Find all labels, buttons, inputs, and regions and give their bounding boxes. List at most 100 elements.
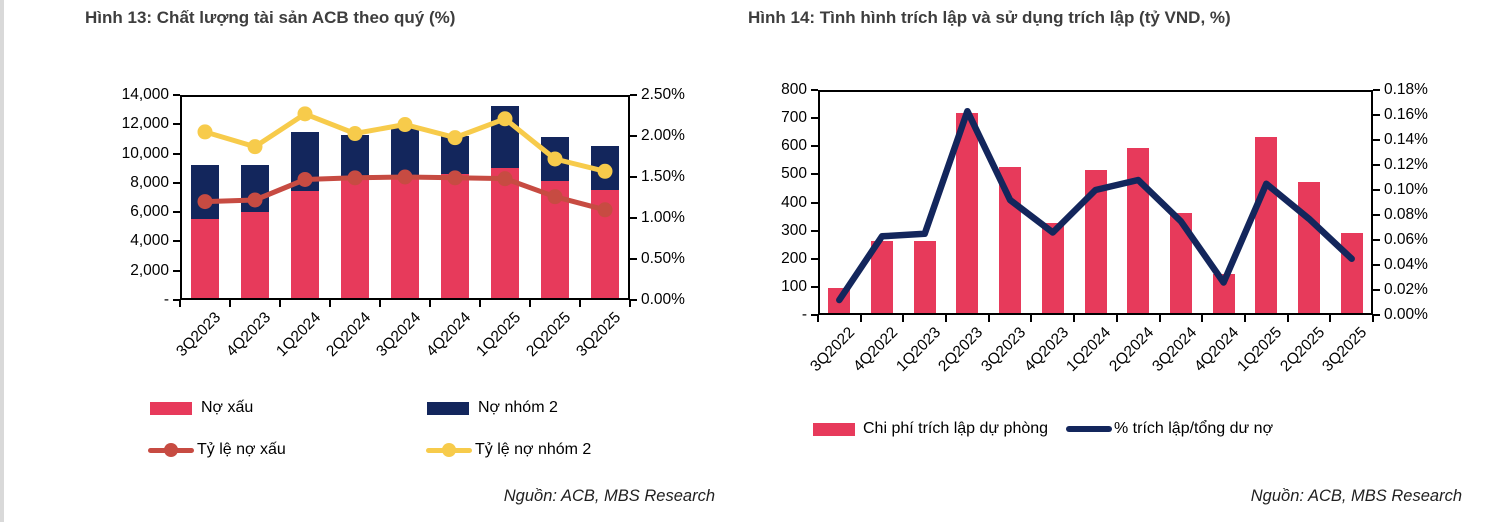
- chart-13-right-axis-label: 2.00%: [641, 127, 685, 144]
- chart-13-right-tick: [630, 217, 637, 219]
- chart-13-left-axis-label: 2,000: [130, 261, 169, 279]
- chart-14-bar-4Q2022: [871, 241, 894, 313]
- chart-13-marker: [297, 106, 313, 122]
- chart-13-marker: [547, 189, 563, 205]
- chart-13-right-tick: [630, 258, 637, 260]
- chart-14-left-axis-label: -: [801, 306, 807, 323]
- chart-13-bar-1Q2024: [291, 191, 319, 298]
- chart-14-right-axis-label: 0.18%: [1384, 81, 1428, 98]
- chart-14-right-axis-label: 0.00%: [1384, 306, 1428, 323]
- legend-item-ty-le-no-xau: Tỷ lệ nợ xấu: [148, 441, 286, 459]
- chart-13-marker: [197, 194, 213, 210]
- chart-14-right-tick: [1373, 139, 1380, 141]
- chi-phi-swatch: [813, 422, 855, 436]
- chart-13-x-tick: [429, 300, 431, 307]
- chart-14-plot-area: [818, 90, 1373, 315]
- legend-label: Chi phí trích lập dự phòng: [863, 420, 1049, 437]
- pct-trich-lap-line-swatch: [1066, 426, 1112, 432]
- chart-14-left-axis-label: 100: [781, 277, 807, 295]
- chart-14-right-axis-label: 0.02%: [1384, 281, 1428, 298]
- legend-label: % trích lập/tổng dư nợ: [1114, 420, 1274, 437]
- chart-13-x-label: 3Q2023: [172, 309, 225, 361]
- chart-14-left-tick: [811, 314, 818, 316]
- chart-13-marker: [247, 192, 263, 208]
- chart-14-left-tick: [811, 257, 818, 260]
- chart-13-title: Hình 13: Chất lượng tài sản ACB theo quý…: [85, 8, 456, 27]
- legend-label: Tỷ lệ nợ nhóm 2: [475, 441, 592, 458]
- chart-14-bar-2Q2023: [956, 113, 979, 313]
- chart-14-x-label: 1Q2023: [892, 324, 944, 376]
- chart-14-bar-4Q2023: [1041, 223, 1064, 313]
- chart-14-bar-4Q2024: [1212, 273, 1235, 313]
- page-left-border: [0, 0, 4, 522]
- chart-13-marker: [347, 126, 363, 142]
- chart-13-plot-area: [180, 95, 630, 300]
- chart-13-x-tick: [379, 300, 381, 307]
- chart-14-x-tick: [1201, 315, 1204, 322]
- chart-14-line-% trích lập/tổng dư nợ: [836, 107, 1355, 304]
- chart-13-bar-3Q2024: [391, 175, 419, 298]
- chart-14-x-tick: [945, 315, 948, 322]
- chart-14-title: Hình 14: Tình hình trích lập và sử dụng …: [748, 8, 1231, 27]
- chart-14-x-tick: [1158, 315, 1161, 322]
- chart-13-marker: [597, 202, 613, 218]
- chart-14-x-tick: [817, 315, 819, 322]
- chart-14-x-tick: [1115, 315, 1118, 322]
- chart-13-bar-2Q2024: [341, 178, 369, 298]
- chart-13-marker: [497, 111, 513, 127]
- chart-13-left-tick: [173, 152, 180, 155]
- chart-14-left-axis-label: 500: [781, 165, 807, 183]
- chart-14-left-axis-label: 600: [781, 137, 807, 155]
- chart-13-left-tick: [173, 211, 180, 214]
- chart-13-marker: [497, 171, 513, 187]
- chart-13-right-tick: [630, 135, 637, 137]
- chart-14-x-label: 2Q2024: [1106, 324, 1158, 376]
- chart-14-x-tick: [1073, 315, 1076, 322]
- chart-13-x-label: 1Q2025: [472, 309, 525, 361]
- chart-13-x-label: 1Q2024: [272, 309, 325, 361]
- chart-14-right-tick: [1373, 164, 1380, 166]
- chart-13-right-tick: [630, 94, 637, 96]
- chart-14-x-label: 3Q2023: [978, 324, 1030, 376]
- chart-14-bar-3Q2024: [1169, 213, 1192, 313]
- chart-13-left-axis-label: 14,000: [121, 86, 169, 103]
- chart-14-x-label: 4Q2024: [1191, 324, 1243, 376]
- chart-13-left-axis-label: 6,000: [130, 203, 169, 221]
- legend-item-pct-trich-lap: % trích lập/tổng dư nợ: [1066, 420, 1273, 438]
- chart-13-marker: [297, 171, 313, 187]
- chart-14-x-label: 2Q2023: [935, 324, 987, 376]
- chart-14-x-tick: [859, 315, 862, 322]
- no-nhom-2-swatch: [427, 401, 469, 415]
- chart-14-x-tick: [1372, 315, 1374, 322]
- chart-14-left-tick: [811, 145, 818, 148]
- chart-13-x-tick: [179, 300, 181, 307]
- chart-14-x-label: 2Q2025: [1276, 324, 1328, 376]
- chart-14-line-layer: [836, 107, 1355, 304]
- chart-14-right-axis-label: 0.16%: [1384, 106, 1428, 123]
- chart-13-x-tick: [329, 300, 331, 307]
- chart-13-right-axis-label: 1.00%: [641, 209, 685, 226]
- chart-13-left-axis-label: 8,000: [130, 173, 169, 191]
- chart-13-marker: [197, 124, 213, 140]
- chart-14-left-axis-label: 800: [781, 81, 807, 98]
- chart-13-bar-3Q2023: [191, 165, 219, 219]
- chart-13-marker: [347, 170, 363, 186]
- chart-13-right-axis-label: 1.50%: [641, 168, 685, 185]
- chart-14-left-tick: [811, 201, 818, 204]
- chart-14-x-tick: [902, 315, 905, 322]
- marker-dot: [442, 443, 456, 457]
- chart-13-source: Nguồn: ACB, MBS Research: [503, 487, 715, 505]
- chart-14-x-tick: [1030, 315, 1033, 322]
- chart-13-line-layer: [197, 106, 613, 218]
- chart-14-x-label: 4Q2022: [850, 324, 902, 376]
- chart-13-bar-4Q2024: [441, 173, 469, 298]
- chart-14-x-tick: [1286, 315, 1289, 322]
- chart-13-x-label: 3Q2024: [372, 309, 425, 361]
- chart-13-right-axis-label: 2.50%: [641, 86, 685, 103]
- chart-14-left-tick: [811, 173, 818, 176]
- chart-14-x-label: 4Q2023: [1020, 324, 1072, 376]
- chart-13-x-tick: [629, 300, 631, 307]
- chart-14-x-label: 1Q2025: [1234, 324, 1286, 376]
- chart-14-left-axis-label: 200: [781, 249, 807, 267]
- marker-dot: [164, 443, 178, 457]
